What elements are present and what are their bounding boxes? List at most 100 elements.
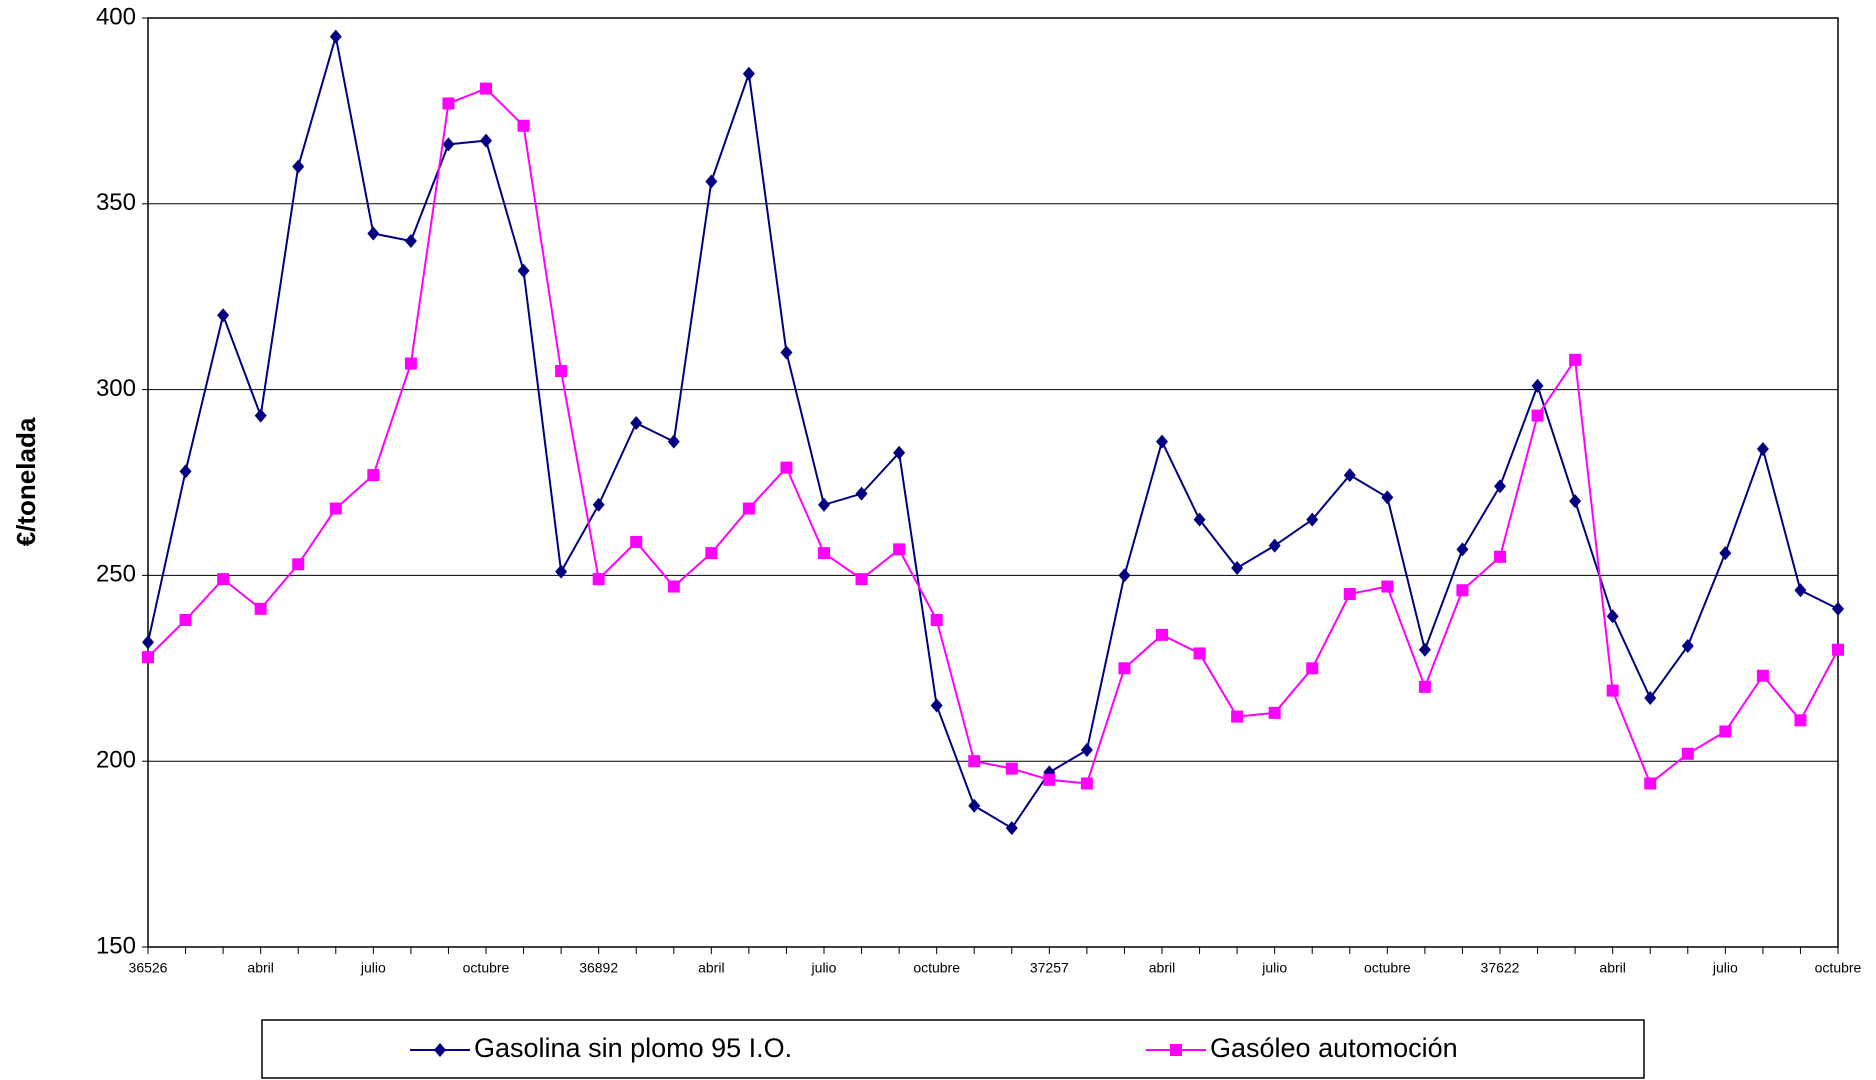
x-tick-label: 36892 — [579, 960, 618, 976]
marker — [442, 137, 455, 152]
x-tick-label: 36526 — [129, 960, 168, 976]
marker — [1268, 538, 1281, 553]
marker — [292, 558, 305, 571]
plot-frame — [147, 17, 1839, 948]
y-tick-label: 150 — [96, 932, 136, 959]
marker — [1644, 691, 1657, 706]
marker — [1343, 468, 1356, 483]
marker — [818, 497, 830, 512]
marker — [442, 97, 455, 110]
marker — [1494, 479, 1506, 494]
marker — [1005, 821, 1018, 836]
marker — [1005, 762, 1018, 775]
marker — [818, 547, 830, 560]
marker — [1456, 542, 1469, 557]
marker — [1080, 743, 1093, 758]
marker — [142, 651, 154, 664]
y-tick-label: 250 — [96, 561, 136, 588]
y-tick-label: 350 — [96, 189, 136, 216]
marker — [893, 445, 906, 460]
marker — [742, 66, 755, 81]
marker — [254, 602, 267, 615]
marker — [855, 486, 868, 501]
marker — [1494, 550, 1506, 563]
marker — [217, 308, 230, 323]
marker — [404, 233, 417, 248]
x-tick-label: julio — [811, 960, 837, 976]
marker — [1418, 642, 1431, 657]
marker — [630, 535, 643, 548]
marker — [705, 174, 718, 189]
x-tick-label: octubre — [913, 960, 960, 976]
marker — [667, 434, 680, 449]
marker — [1231, 560, 1244, 575]
marker — [1193, 647, 1206, 660]
marker — [705, 547, 718, 560]
x-tick-label: 37622 — [1481, 960, 1520, 976]
marker — [1418, 680, 1431, 693]
marker — [667, 580, 680, 593]
marker — [367, 226, 380, 241]
marker — [404, 357, 417, 370]
marker — [1231, 710, 1244, 723]
x-tick-label: octubre — [463, 960, 510, 976]
series-line — [147, 87, 1839, 786]
marker — [480, 133, 492, 148]
marker — [1043, 773, 1056, 786]
marker — [1381, 490, 1394, 505]
marker — [1193, 512, 1206, 527]
marker — [1832, 643, 1844, 656]
x-tick-label: abril — [1149, 960, 1175, 976]
marker — [1456, 584, 1469, 597]
marker — [968, 755, 981, 768]
marker — [367, 469, 380, 482]
marker — [780, 345, 793, 360]
marker — [592, 573, 605, 586]
marker — [1719, 725, 1732, 738]
marker — [179, 613, 192, 626]
marker — [1794, 714, 1807, 727]
marker — [1681, 747, 1694, 760]
marker — [930, 698, 943, 713]
marker — [480, 82, 492, 95]
marker — [1343, 587, 1356, 600]
marker — [1268, 706, 1281, 719]
marker — [1156, 434, 1168, 449]
x-tick-label: abril — [247, 960, 273, 976]
marker — [893, 543, 906, 556]
marker — [1118, 568, 1131, 583]
x-tick-label: abril — [1599, 960, 1625, 976]
marker — [1756, 669, 1769, 682]
marker — [1531, 378, 1544, 393]
marker — [1080, 777, 1093, 790]
marker — [329, 29, 342, 44]
marker — [1531, 409, 1544, 422]
marker — [1118, 662, 1131, 675]
marker — [742, 502, 755, 515]
marker — [1306, 512, 1319, 527]
y-tick-label: 400 — [96, 3, 136, 30]
marker — [1170, 1044, 1182, 1056]
x-tick-label: octubre — [1364, 960, 1411, 976]
marker — [630, 416, 643, 431]
legend-label: Gasolina sin plomo 95 I.O. — [474, 1033, 792, 1063]
legend-label: Gasóleo automoción — [1210, 1033, 1458, 1063]
marker — [1719, 546, 1732, 561]
x-tick-label: abril — [698, 960, 724, 976]
y-axis-title: €/tonelada — [11, 417, 41, 546]
marker — [555, 365, 568, 378]
x-tick-label: 37257 — [1030, 960, 1069, 976]
marker — [855, 573, 868, 586]
marker — [1794, 583, 1807, 598]
marker — [1606, 684, 1619, 697]
marker — [1644, 777, 1657, 790]
marker — [1569, 494, 1582, 509]
x-tick-label: julio — [1261, 960, 1287, 976]
marker — [292, 159, 305, 174]
y-tick-label: 200 — [96, 747, 136, 774]
x-tick-label: octubre — [1815, 960, 1862, 976]
marker — [968, 798, 981, 813]
marker — [1381, 580, 1394, 593]
marker — [1681, 639, 1694, 654]
